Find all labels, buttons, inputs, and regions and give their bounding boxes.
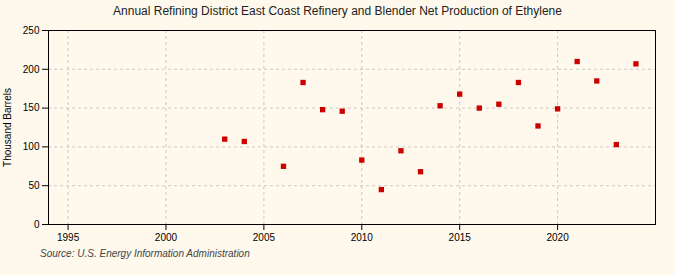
svg-text:100: 100: [23, 141, 40, 152]
svg-text:0: 0: [34, 219, 40, 230]
svg-text:Thousand Barrels: Thousand Barrels: [2, 88, 13, 167]
html-text:Source: U.S. Energy Informatio: Source: U.S. Energy Information Administ…: [40, 248, 250, 259]
svg-text:50: 50: [28, 180, 40, 191]
svg-text:2005: 2005: [253, 232, 276, 243]
svg-text:2000: 2000: [155, 232, 178, 243]
svg-text:150: 150: [23, 102, 40, 113]
svg-text:2020: 2020: [546, 232, 569, 243]
svg-text:200: 200: [23, 64, 40, 75]
svg-text:2015: 2015: [449, 232, 472, 243]
svg-text:250: 250: [23, 25, 40, 36]
html-text:Annual Refining District East: Annual Refining District East Coast Refi…: [113, 4, 562, 18]
svg-text:2010: 2010: [351, 232, 374, 243]
svg-text:1995: 1995: [57, 232, 80, 243]
